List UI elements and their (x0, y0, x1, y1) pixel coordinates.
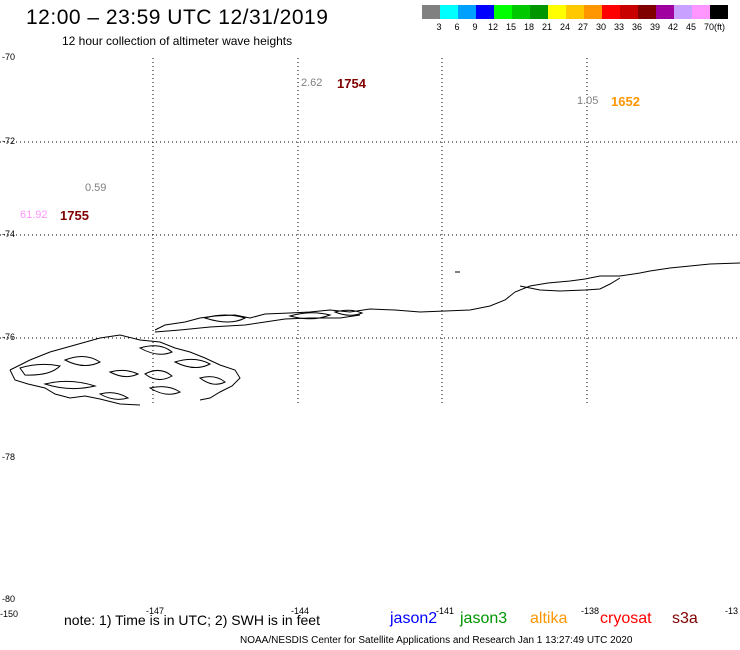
legend-label: 42 (667, 22, 678, 32)
lat-grid (0, 141, 740, 339)
map-title: 12:00 – 23:59 UTC 12/31/2019 (26, 6, 329, 29)
islet-3 (333, 309, 364, 316)
island-f (173, 358, 212, 368)
legend-label: 45 (685, 22, 696, 32)
lat-label: -74 (2, 229, 16, 239)
legend-label: 24 (559, 22, 570, 32)
legend-label: 21 (541, 22, 552, 32)
lat-label: -78 (2, 452, 16, 462)
island-a (19, 363, 62, 376)
legend-swatch (620, 5, 638, 19)
legend-swatch (548, 5, 566, 19)
legend-label: 6 (454, 22, 460, 32)
legend-swatch (458, 5, 476, 19)
legend-swatch (512, 5, 530, 19)
swh-value: 1.05 (577, 95, 599, 107)
lat-label: -70 (2, 52, 16, 62)
legend-swatch (710, 5, 728, 19)
island-c (108, 369, 140, 378)
island-g (138, 345, 173, 355)
legend-swatch (674, 5, 692, 19)
coastline (9, 262, 740, 406)
pass-time: 1652 (611, 94, 640, 109)
map-subtitle: 12 hour collection of altimeter wave hei… (62, 34, 293, 48)
lon-label: -150 (0, 609, 19, 619)
coast-segment-1 (9, 334, 241, 401)
island-d (144, 370, 173, 380)
legend-swatch (584, 5, 602, 19)
coast-segment-2 (9, 369, 141, 406)
lon-grid (152, 58, 588, 405)
satellite-label: jason3 (460, 610, 508, 627)
satellite-label: s3a (672, 610, 698, 627)
lon-label: -144 (291, 606, 310, 616)
lon-label: -141 (436, 606, 455, 616)
islet-1 (203, 314, 247, 323)
islet-2 (288, 312, 332, 320)
footer-note: note: 1) Time is in UTC; 2) SWH is in fe… (64, 612, 320, 628)
shelf-inlet (519, 277, 621, 292)
legend-swatch (566, 5, 584, 19)
credit-line: NOAA/NESDIS Center for Satellite Applica… (240, 635, 633, 646)
island-h (198, 376, 226, 385)
island-i (98, 392, 130, 400)
legend-swatch (494, 5, 512, 19)
legend-swatch (422, 5, 440, 19)
pass-time: 1755 (60, 208, 89, 223)
legend-label: 70 (703, 22, 714, 32)
satellite-label: cryosat (600, 610, 652, 627)
shelf-lower-edge (154, 314, 361, 333)
legend-label: 33 (613, 22, 624, 32)
legend-label: 12 (487, 22, 498, 32)
lon-label: -13 (725, 606, 739, 616)
swh-value: 61.92 (20, 209, 48, 221)
legend-label: 9 (472, 22, 478, 32)
legend-label: 18 (523, 22, 534, 32)
legend-label: 27 (577, 22, 588, 32)
legend-label: 15 (505, 22, 516, 32)
satellite-label: altika (530, 610, 568, 627)
pass-time: 1754 (337, 76, 366, 91)
legend-swatch (692, 5, 710, 19)
legend-label: 36 (631, 22, 642, 32)
ice-shelf-edge (154, 262, 740, 331)
lat-label: -80 (2, 594, 16, 604)
legend-swatch (476, 5, 494, 19)
legend-swatch (602, 5, 620, 19)
legend-swatch (440, 5, 458, 19)
satellite-label: jason2 (390, 610, 438, 627)
lat-label: -76 (2, 332, 16, 342)
swh-value: 0.59 (85, 182, 107, 194)
legend-swatch (530, 5, 548, 19)
island-e (43, 380, 97, 390)
island-j (148, 386, 182, 395)
legend-label: 39 (649, 22, 660, 32)
lon-label: -138 (581, 606, 600, 616)
legend-swatch (638, 5, 656, 19)
lon-label: -147 (146, 606, 165, 616)
legend-unit: (ft) (714, 22, 725, 32)
legend-swatch (656, 5, 674, 19)
lat-label: -72 (2, 136, 16, 146)
legend-label: 3 (436, 22, 442, 32)
island-b (63, 356, 101, 366)
legend-label: 30 (595, 22, 606, 32)
swh-value: 2.62 (301, 77, 323, 89)
